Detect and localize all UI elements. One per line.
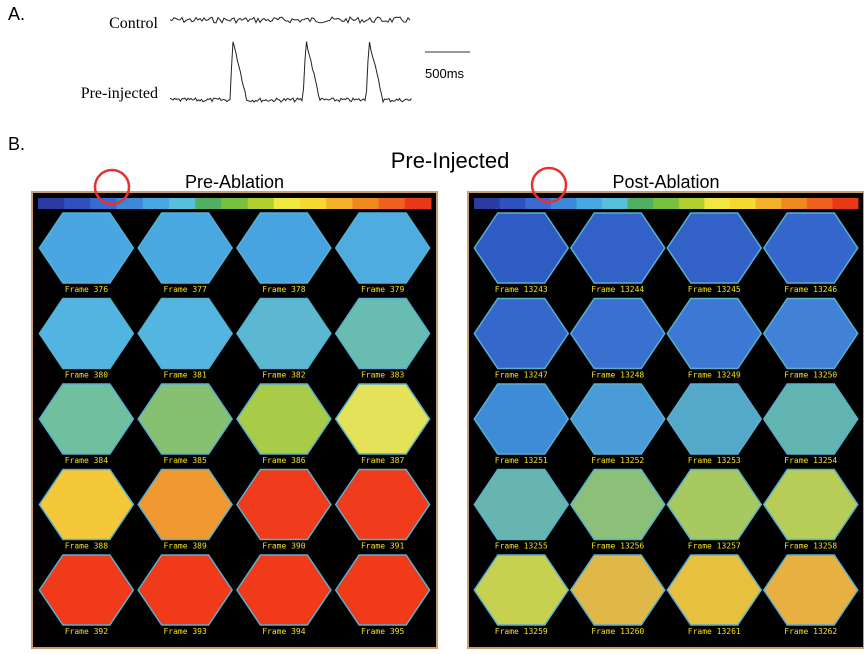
frame-label: Frame 392 <box>65 627 109 636</box>
scale-label: 500ms <box>425 66 465 81</box>
colorbar-segment <box>500 198 526 209</box>
frame-label: Frame 13248 <box>591 371 644 380</box>
frame-label: Frame 13255 <box>495 542 548 551</box>
colorbar-segment <box>326 198 353 209</box>
frame-label: Frame 13245 <box>688 285 741 294</box>
frame-label: Frame 13261 <box>688 627 741 636</box>
frame-label: Frame 389 <box>163 542 207 551</box>
colorbar-segment <box>832 198 858 209</box>
frame-label: Frame 393 <box>163 627 207 636</box>
frame-label: Frame 13244 <box>591 285 644 294</box>
frame-label: Frame 13250 <box>784 371 837 380</box>
colorbar-segment <box>38 198 65 209</box>
frame-label: Frame 384 <box>65 456 109 465</box>
colorbar-segment <box>704 198 730 209</box>
colorbar-segment <box>274 198 301 209</box>
colorbar-segment <box>551 198 577 209</box>
frame-label: Frame 13256 <box>591 542 644 551</box>
colorbar-segment <box>756 198 782 209</box>
colorbar-segment <box>379 198 406 209</box>
trace-label: Control <box>109 15 158 32</box>
frame-label: Frame 13253 <box>688 456 741 465</box>
frame-label: Frame 13262 <box>784 627 837 636</box>
colorbar-segment <box>628 198 654 209</box>
panel-title: Post-Ablation <box>612 172 719 192</box>
panels: Pre-Ablation Frame 376 Frame 377 Frame 378 F… <box>32 168 864 648</box>
frame-label: Frame 13251 <box>495 456 548 465</box>
frame-label: Frame 13257 <box>688 542 741 551</box>
colorbar-segment <box>169 198 196 209</box>
figure: A. Control Pre-injected 500ms B. Pre-Inj… <box>0 0 864 654</box>
colorbar-segment <box>221 198 248 209</box>
trace-label: Pre-injected <box>81 85 158 102</box>
frame-label: Frame 13254 <box>784 456 837 465</box>
frame-label: Frame 394 <box>262 627 306 636</box>
frame-label: Frame 388 <box>65 542 109 551</box>
frame-label: Frame 13247 <box>495 371 548 380</box>
frame-label: Frame 383 <box>361 371 405 380</box>
colorbar-segment <box>64 198 91 209</box>
frame-label: Frame 390 <box>262 542 306 551</box>
colorbar-segment <box>602 198 628 209</box>
figure-title: Pre-Injected <box>391 148 510 173</box>
colorbar-segment <box>730 198 756 209</box>
colorbar-segment <box>248 198 275 209</box>
frame-label: Frame 13260 <box>591 627 644 636</box>
colorbar-segment <box>679 198 705 209</box>
frame-label: Frame 377 <box>163 285 207 294</box>
panel-label: B. <box>8 134 25 154</box>
colorbar-segment <box>781 198 807 209</box>
control-trace <box>170 17 410 23</box>
frame-label: Frame 379 <box>361 285 405 294</box>
colorbar-segment <box>143 198 170 209</box>
frame-label: Frame 382 <box>262 371 306 380</box>
colorbar-segment <box>405 198 432 209</box>
frame-label: Frame 13258 <box>784 542 837 551</box>
frame-label: Frame 13246 <box>784 285 837 294</box>
traces <box>170 17 412 102</box>
panel-title: Pre-Ablation <box>185 172 284 192</box>
frame-label: Frame 380 <box>65 371 109 380</box>
colorbar-segment <box>807 198 833 209</box>
colorbar-segment <box>117 198 144 209</box>
frame-label: Frame 381 <box>163 371 207 380</box>
frame-label: Frame 13252 <box>591 456 644 465</box>
panel-label: A. <box>8 4 25 24</box>
frame-label: Frame 378 <box>262 285 306 294</box>
colorbar-segment <box>195 198 222 209</box>
colorbar-segment <box>300 198 327 209</box>
frame-label: Frame 13243 <box>495 285 548 294</box>
frame-label: Frame 387 <box>361 456 405 465</box>
frame-label: Frame 385 <box>163 456 207 465</box>
frame-label: Frame 13249 <box>688 371 741 380</box>
colorbar-segment <box>576 198 602 209</box>
colorbar-segment <box>653 198 679 209</box>
colorbar-segment <box>352 198 379 209</box>
frame-label: Frame 386 <box>262 456 306 465</box>
frame-label: Frame 391 <box>361 542 405 551</box>
pre-injected-trace <box>170 42 412 102</box>
frame-label: Frame 376 <box>65 285 109 294</box>
frame-label: Frame 395 <box>361 627 405 636</box>
frame-label: Frame 13259 <box>495 627 548 636</box>
colorbar-segment <box>474 198 500 209</box>
